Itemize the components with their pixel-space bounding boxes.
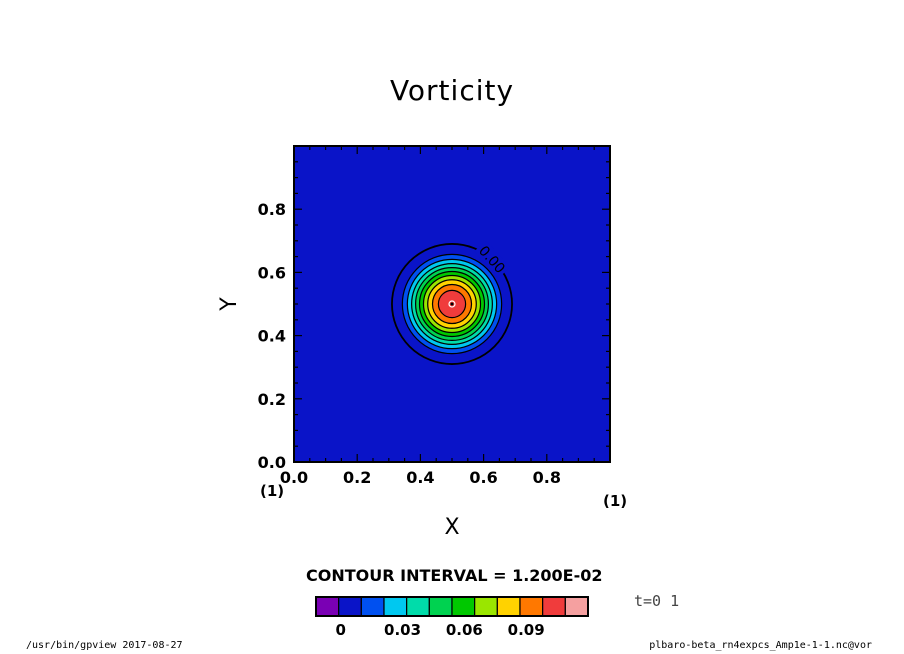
y-tick-label: 0.0: [258, 453, 286, 472]
colorbar-tick-label: 0.06: [446, 621, 483, 639]
colorbar-swatch-4: [406, 596, 430, 617]
y-tick-label: 0.4: [258, 327, 286, 346]
chart-title: Vorticity: [389, 74, 515, 107]
footer-file-info: plbaro-beta_rn4expcs_Amp1e-1-1.nc@vor: [649, 640, 872, 651]
colorbar-swatch-8: [496, 596, 521, 617]
contour-line-4: [415, 267, 489, 341]
y-axis-label: Y: [217, 297, 242, 312]
x-tick-label: 0.0: [280, 468, 308, 487]
colorbar-swatch-10: [542, 596, 566, 617]
contour-line-2: [406, 258, 498, 350]
x-tick-label: 0.8: [533, 468, 561, 487]
footer-program-info: /usr/bin/gpview 2017-08-27: [26, 640, 183, 651]
contour-line-3: [411, 263, 493, 345]
colorbar-swatch-2: [360, 596, 385, 617]
colorbar-swatch-9: [519, 596, 544, 617]
x-tick-label: 0.6: [469, 468, 497, 487]
contour-line-0: [391, 243, 513, 365]
contour-center-dot: [450, 302, 454, 306]
axis-ticks: [293, 145, 611, 463]
y-tick-label: 0.6: [258, 263, 286, 282]
colorbar-swatch-11: [564, 596, 589, 617]
colorbar-swatch-0: [315, 596, 340, 617]
x-tick-label: 0.2: [343, 468, 371, 487]
colorbar-swatch-6: [451, 596, 476, 617]
contour-line-7: [427, 279, 477, 329]
axis-tick-labels: 0.0 0.2 0.4 0.6 0.8 0.0 0.2 0.4 0.6 0.8: [258, 200, 561, 487]
contour-line-8: [431, 283, 473, 325]
contour-center: [448, 300, 456, 308]
colorbar-tick-label: 0.09: [508, 621, 545, 639]
colorbar-swatch-5: [428, 596, 453, 617]
x-axis-label: X: [444, 515, 459, 540]
colorbar-tick-label: 0.03: [384, 621, 421, 639]
contour-interval-label: CONTOUR INTERVAL = 1.200E-02: [306, 566, 603, 585]
colorbar: 0 0.03 0.06 0.09: [315, 596, 589, 639]
time-label: t=0 1: [634, 592, 680, 610]
colorbar-swatch-1: [338, 596, 362, 617]
colorbar-tick-label: 0: [336, 621, 346, 639]
contour-line-5: [418, 270, 486, 338]
y-tick-label: 0.8: [258, 200, 286, 219]
contour-line-1: [401, 253, 503, 355]
y-tick-label: 0.2: [258, 390, 286, 409]
y-axis-note: (1): [603, 492, 627, 510]
x-axis-note: (1): [260, 482, 284, 500]
colorbar-border: [315, 596, 589, 617]
contour-label-bg: [474, 240, 511, 279]
x-tick-label: 0.4: [406, 468, 434, 487]
colorbar-swatch-7: [474, 596, 498, 617]
colorbar-swatch-3: [383, 596, 408, 617]
contour-line-6: [422, 274, 482, 334]
contour-line-9: [437, 289, 467, 319]
